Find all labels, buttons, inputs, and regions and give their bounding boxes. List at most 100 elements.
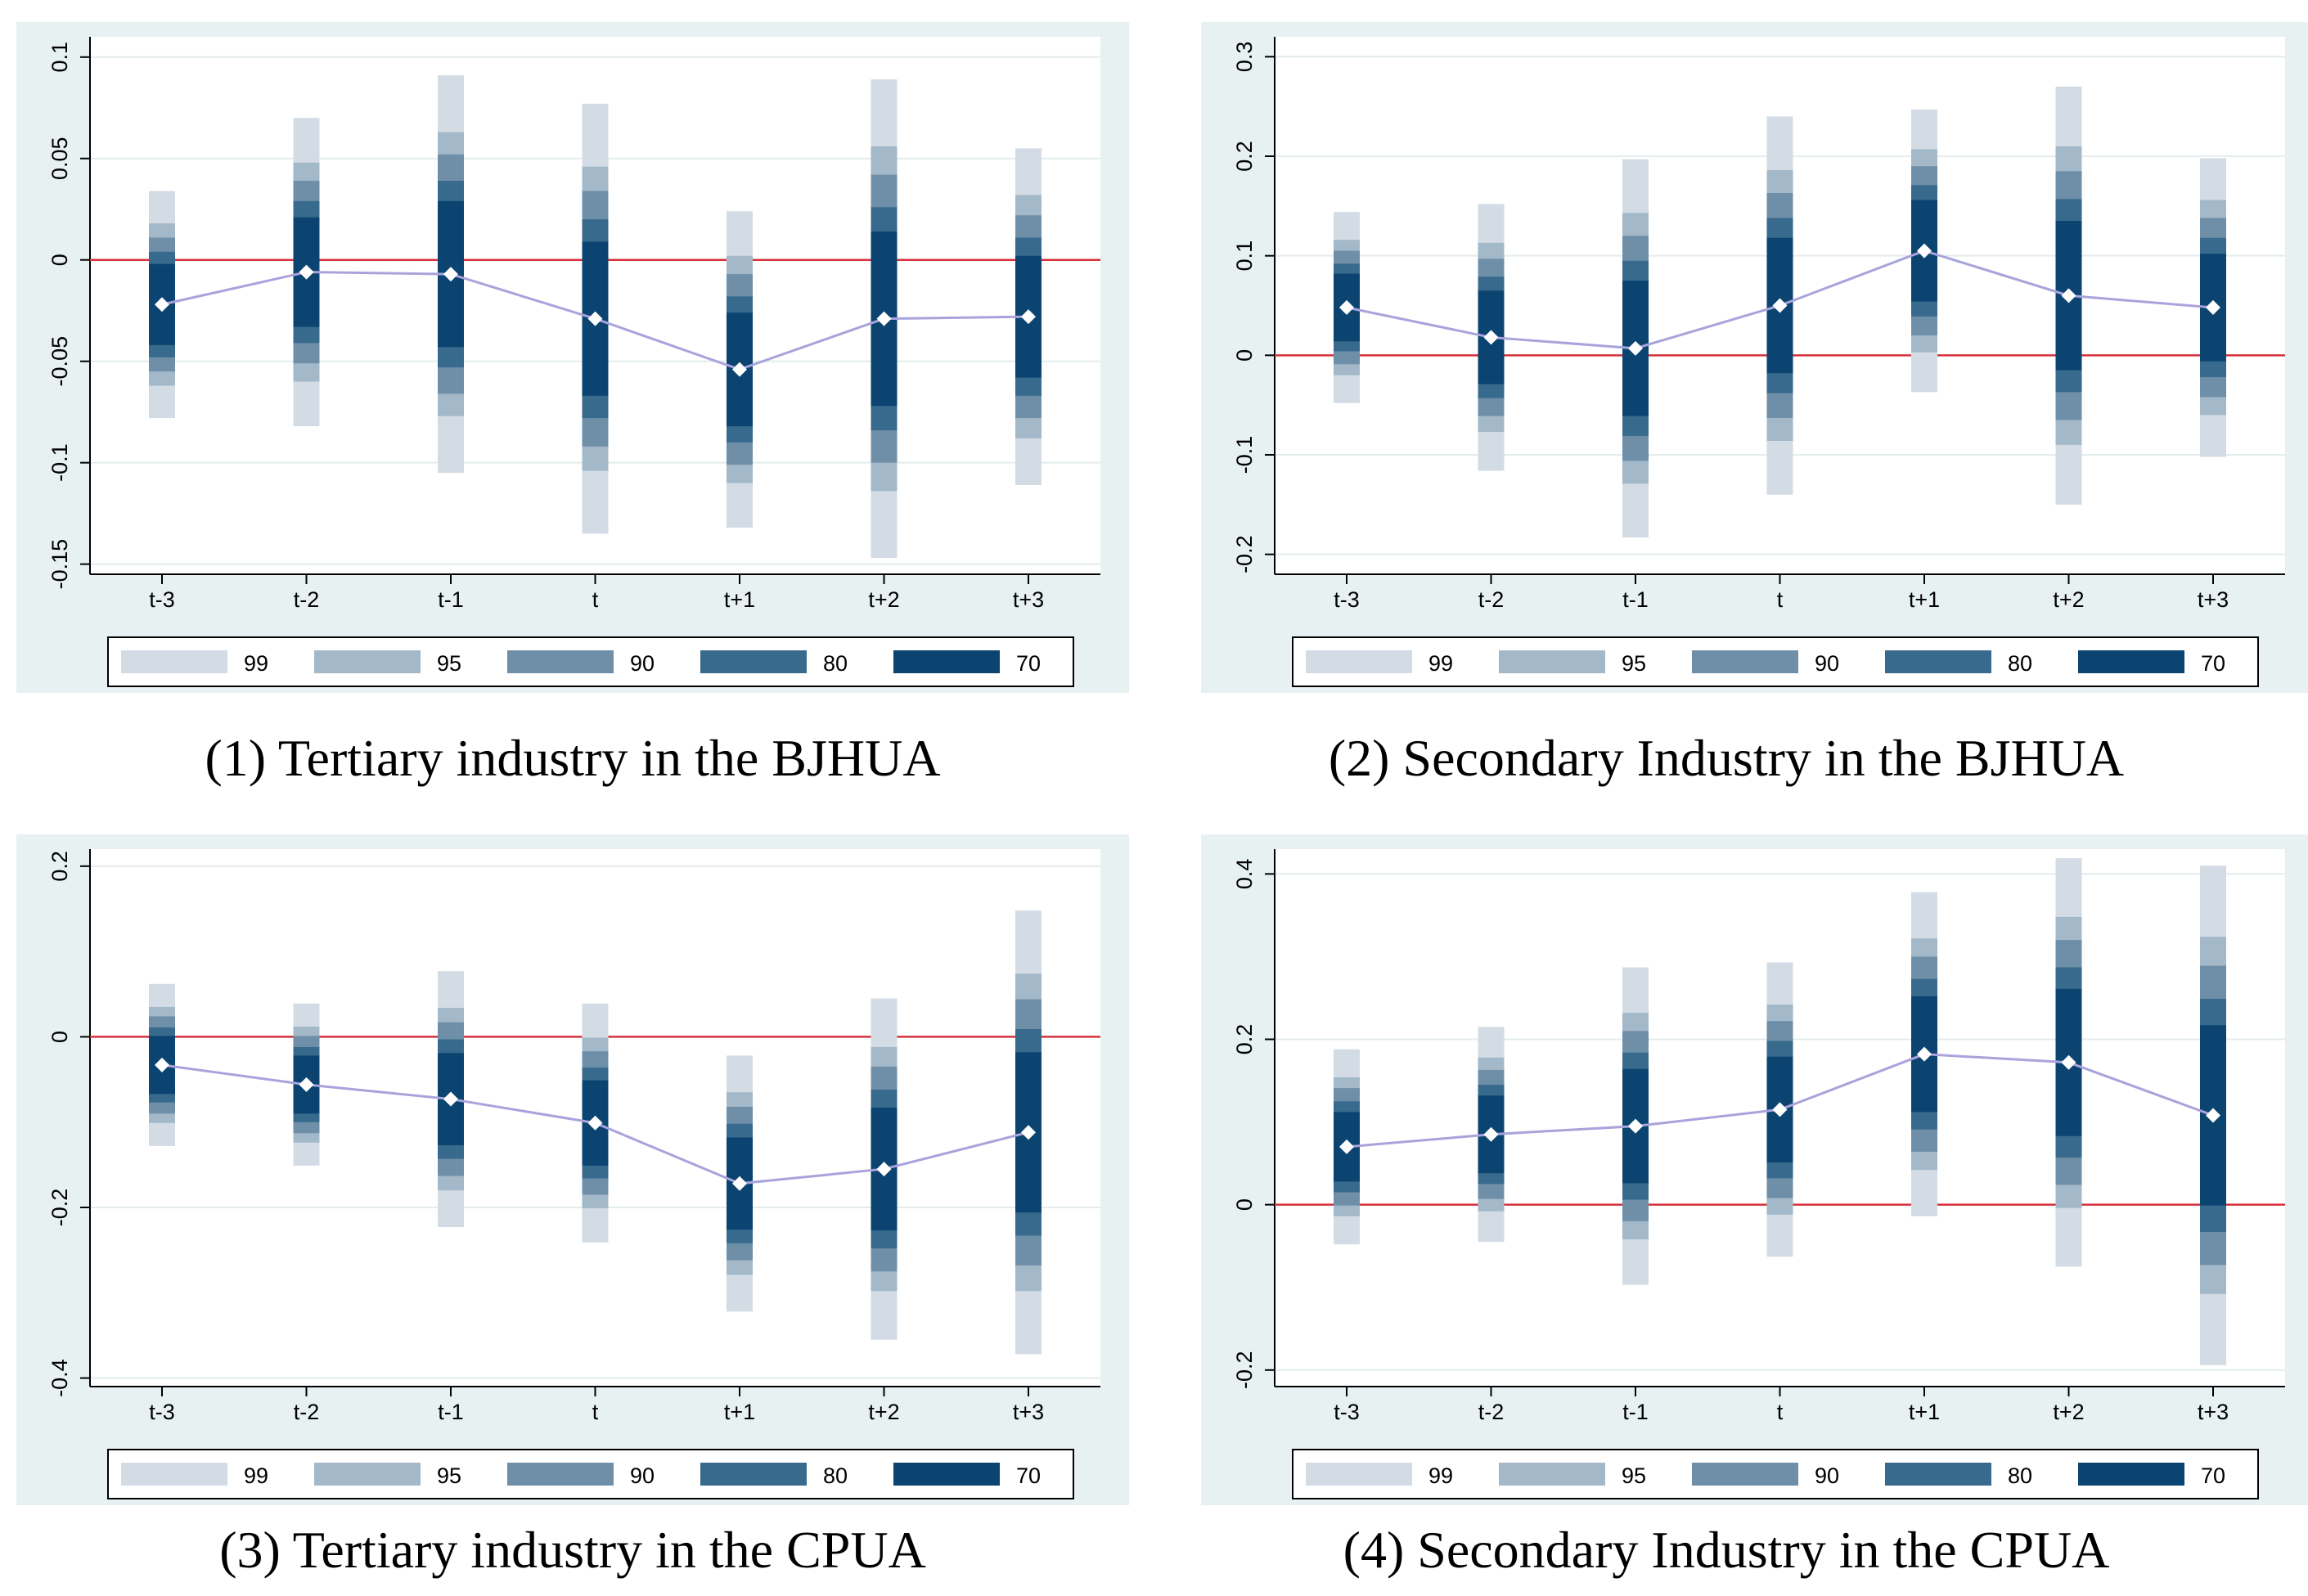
y-tick-label: -0.1 bbox=[1232, 436, 1257, 474]
legend-swatch-80 bbox=[700, 1463, 807, 1486]
y-tick-label: 0.2 bbox=[1232, 1024, 1257, 1055]
estimate-point bbox=[299, 264, 314, 280]
legend-swatch-95 bbox=[1499, 650, 1605, 673]
legend-swatch-80 bbox=[1885, 1463, 1991, 1486]
legend-swatch-95 bbox=[1499, 1463, 1605, 1486]
legend-swatch-90 bbox=[1692, 1463, 1798, 1486]
estimate-point bbox=[2206, 299, 2220, 315]
legend-swatch-70 bbox=[2078, 650, 2184, 673]
legend-label-70: 70 bbox=[1016, 651, 1041, 676]
estimate-point bbox=[443, 267, 458, 282]
estimate-point bbox=[1917, 243, 1932, 259]
estimate-point bbox=[155, 1057, 169, 1072]
y-tick-label: -0.15 bbox=[47, 539, 72, 590]
x-tick-label: t+1 bbox=[724, 587, 755, 612]
x-tick-label: t+2 bbox=[868, 1400, 899, 1424]
chart-4-caption: (4) Secondary Industry in the CPUA bbox=[1343, 1521, 2110, 1579]
estimate-point bbox=[299, 1077, 314, 1092]
legend-swatch-99 bbox=[121, 650, 227, 673]
estimate-point bbox=[2061, 1054, 2076, 1070]
legend-label-70: 70 bbox=[2201, 651, 2225, 676]
legend-label-80: 80 bbox=[823, 651, 848, 676]
legend-swatch-90 bbox=[507, 650, 614, 673]
estimate-point bbox=[1917, 1046, 1932, 1062]
chart-1-caption: (1) Tertiary industry in the BJHUA bbox=[205, 729, 941, 787]
estimate-point bbox=[876, 311, 892, 326]
estimate-point bbox=[1483, 1126, 1499, 1142]
chart-3-caption: (3) Tertiary industry in the CPUA bbox=[219, 1521, 926, 1579]
legend-label-95: 95 bbox=[437, 1463, 461, 1488]
x-tick-label: t+2 bbox=[2053, 587, 2084, 612]
y-tick-label: 0 bbox=[1232, 349, 1257, 362]
x-tick-label: t-1 bbox=[1622, 587, 1649, 612]
y-tick-label: -0.05 bbox=[47, 336, 72, 387]
x-tick-label: t-2 bbox=[1478, 1400, 1505, 1424]
estimate-point bbox=[1339, 299, 1354, 315]
legend-label-99: 99 bbox=[1428, 651, 1453, 676]
x-tick-label: t+2 bbox=[868, 587, 899, 612]
legend-label-80: 80 bbox=[823, 1463, 848, 1488]
y-tick-label: 0.4 bbox=[1232, 859, 1257, 890]
x-tick-label: t bbox=[592, 587, 599, 612]
x-tick-label: t-1 bbox=[438, 587, 464, 612]
x-tick-label: t+2 bbox=[2053, 1400, 2084, 1424]
legend-label-90: 90 bbox=[630, 1463, 655, 1488]
chart-2-svg: 0.3 0.2 0.1 0 -0.1 -0.2 t-3 t-2 t-1 t t+1 t+2 t+3 99 9… bbox=[1232, 37, 2285, 687]
x-tick-label: t+3 bbox=[1013, 1400, 1044, 1424]
x-tick-label: t+3 bbox=[2198, 1400, 2229, 1424]
estimate-point bbox=[1772, 298, 1788, 313]
x-tick-label: t+1 bbox=[1909, 587, 1940, 612]
y-tick-label: 0.2 bbox=[1232, 141, 1257, 172]
x-tick-label: t-1 bbox=[1622, 1400, 1649, 1424]
legend-swatch-99 bbox=[121, 1463, 227, 1486]
y-tick-label: -0.2 bbox=[47, 1189, 72, 1227]
legend-label-95: 95 bbox=[437, 651, 461, 676]
estimate-point bbox=[1483, 330, 1499, 345]
legend-swatch-80 bbox=[700, 650, 807, 673]
chart-panel-1: 0.1 0.05 0 -0.05 -0.1 -0.15 t-3 t-2 t-1 t t+1 t+2 t+… bbox=[16, 22, 1129, 693]
x-tick-label: t-3 bbox=[149, 1400, 175, 1424]
legend-swatch-80 bbox=[1885, 650, 1991, 673]
y-tick-label: 0 bbox=[47, 1031, 72, 1043]
x-tick-label: t-2 bbox=[1478, 587, 1505, 612]
legend-swatch-90 bbox=[1692, 650, 1798, 673]
estimate-point bbox=[587, 1115, 603, 1131]
y-tick-label: -0.2 bbox=[1232, 1351, 1257, 1390]
legend-label-90: 90 bbox=[630, 651, 655, 676]
x-tick-label: t bbox=[1777, 1400, 1784, 1424]
legend-swatch-99 bbox=[1306, 1463, 1412, 1486]
estimate-point bbox=[1339, 1139, 1354, 1154]
y-tick-label: 0.3 bbox=[1232, 42, 1257, 73]
legend-label-70: 70 bbox=[1016, 1463, 1041, 1488]
legend-swatch-90 bbox=[507, 1463, 614, 1486]
x-tick-label: t bbox=[1777, 587, 1784, 612]
x-tick-label: t-3 bbox=[1334, 587, 1360, 612]
x-tick-label: t+3 bbox=[2198, 587, 2229, 612]
estimate-point bbox=[443, 1091, 458, 1107]
chart-3-svg: 0.2 0 -0.2 -0.4 t-3 t-2 t-1 t t+1 t+2 t+3 99 95 90 80 7… bbox=[47, 849, 1100, 1499]
estimate-point bbox=[1628, 340, 1643, 356]
y-tick-label: 0.1 bbox=[47, 42, 72, 73]
estimate-point bbox=[732, 362, 747, 377]
estimate-point bbox=[1628, 1118, 1643, 1134]
estimate-point bbox=[2061, 288, 2076, 303]
x-tick-label: t bbox=[592, 1400, 599, 1424]
y-tick-label: 0.1 bbox=[1232, 241, 1257, 272]
x-tick-label: t-3 bbox=[1334, 1400, 1360, 1424]
estimate-point bbox=[1021, 1125, 1036, 1140]
legend-swatch-70 bbox=[2078, 1463, 2184, 1486]
legend-swatch-70 bbox=[893, 650, 1000, 673]
x-tick-label: t-3 bbox=[149, 587, 175, 612]
legend-label-99: 99 bbox=[244, 1463, 268, 1488]
y-tick-label: -0.2 bbox=[1232, 535, 1257, 573]
chart-2-caption: (2) Secondary Industry in the BJHUA bbox=[1328, 729, 2125, 787]
chart-4-svg: 0.4 0.2 0 -0.2 t-3 t-2 t-1 t t+1 t+2 t+3 99 95 90 80 70 bbox=[1232, 849, 2285, 1499]
estimate-point bbox=[2206, 1108, 2220, 1123]
chart-panel-3: 0.2 0 -0.2 -0.4 t-3 t-2 t-1 t t+1 t+2 t+3 99 95 90 80 7… bbox=[16, 834, 1129, 1505]
estimate-point bbox=[155, 297, 169, 312]
x-tick-label: t+1 bbox=[1909, 1400, 1940, 1424]
y-tick-label: -0.1 bbox=[47, 443, 72, 482]
x-tick-label: t-2 bbox=[294, 587, 320, 612]
x-tick-label: t+1 bbox=[724, 1400, 755, 1424]
y-tick-label: 0 bbox=[47, 254, 72, 266]
